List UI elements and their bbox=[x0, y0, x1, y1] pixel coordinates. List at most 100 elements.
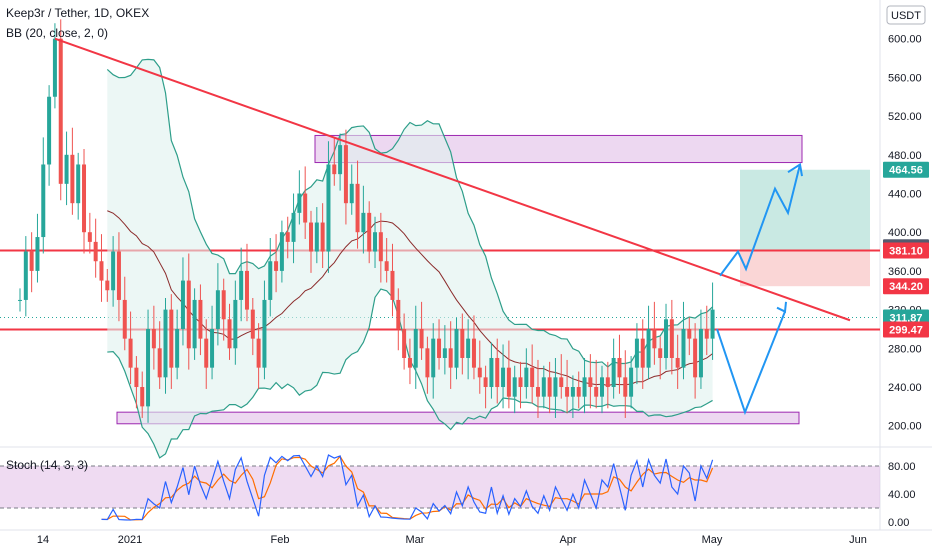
candle-body-13 bbox=[93, 241, 98, 262]
stop-zone bbox=[740, 250, 870, 287]
candle-body-31 bbox=[198, 299, 203, 339]
stoch-k-line bbox=[101, 454, 714, 521]
candle-body-9 bbox=[70, 154, 75, 204]
candle-body-43 bbox=[268, 261, 273, 300]
candle-body-92 bbox=[553, 377, 558, 397]
stoch-band-fill bbox=[0, 466, 880, 508]
stoch-tick-label-1: 40.00 bbox=[888, 489, 916, 501]
candle-body-70 bbox=[425, 348, 430, 378]
price-tick-label-1: 240.00 bbox=[888, 382, 922, 394]
candle-body-116 bbox=[693, 338, 698, 378]
projection-arrowhead-2 bbox=[787, 162, 803, 177]
candle-body-59 bbox=[361, 212, 366, 233]
candle-body-55 bbox=[338, 145, 343, 175]
time-tick-label-2: Feb bbox=[271, 534, 290, 546]
candle-body-53 bbox=[326, 164, 331, 252]
candle-body-83 bbox=[501, 367, 506, 388]
candle-body-97 bbox=[582, 377, 587, 397]
candle-body-94 bbox=[565, 387, 570, 397]
candle-body-84 bbox=[506, 367, 511, 397]
candle-body-49 bbox=[303, 193, 308, 223]
candle-body-45 bbox=[279, 232, 284, 271]
candle-body-47 bbox=[291, 212, 296, 242]
candle-body-48 bbox=[297, 193, 302, 213]
candle-body-80 bbox=[483, 377, 488, 388]
candle-body-26 bbox=[169, 309, 174, 368]
candle-body-62 bbox=[378, 232, 383, 262]
candle-body-109 bbox=[652, 328, 657, 349]
candle-body-86 bbox=[518, 377, 523, 388]
candle-body-85 bbox=[512, 377, 517, 397]
candle-body-32 bbox=[204, 338, 209, 368]
candle-body-34 bbox=[215, 290, 220, 329]
candle-body-103 bbox=[617, 357, 622, 378]
candle-body-29 bbox=[186, 280, 191, 349]
candle-body-91 bbox=[547, 377, 552, 397]
candle-body-95 bbox=[570, 387, 575, 397]
candle-body-22 bbox=[146, 328, 151, 407]
candle-body-18 bbox=[122, 299, 127, 339]
candle-body-11 bbox=[82, 164, 87, 233]
candle-body-12 bbox=[87, 232, 92, 242]
candle-body-118 bbox=[704, 328, 709, 339]
candle-body-1 bbox=[23, 251, 28, 300]
candle-body-66 bbox=[402, 328, 407, 358]
candle-body-115 bbox=[687, 328, 692, 339]
candle-body-54 bbox=[332, 164, 337, 175]
candle-body-30 bbox=[192, 299, 197, 349]
candle-body-14 bbox=[99, 261, 104, 281]
candle-body-63 bbox=[384, 261, 389, 271]
candle-body-40 bbox=[250, 309, 255, 339]
candle-body-57 bbox=[349, 183, 354, 204]
bb-indicator-label: BB (20, close, 2, 0) bbox=[6, 26, 109, 40]
candle-body-65 bbox=[396, 299, 401, 329]
candle-body-3 bbox=[35, 237, 40, 271]
candle-body-100 bbox=[600, 377, 604, 397]
price-tick-label-9: 560.00 bbox=[888, 72, 922, 84]
target-zone bbox=[740, 169, 870, 251]
candle-body-77 bbox=[466, 338, 471, 358]
candle-body-17 bbox=[116, 251, 121, 300]
candle-body-111 bbox=[664, 319, 669, 358]
candle-body-15 bbox=[105, 280, 110, 291]
candle-body-33 bbox=[210, 328, 215, 368]
candle-body-117 bbox=[698, 328, 703, 378]
candle-body-24 bbox=[157, 348, 162, 378]
candle-body-107 bbox=[640, 338, 645, 368]
candle-body-73 bbox=[442, 348, 447, 358]
time-tick-label-5: May bbox=[702, 534, 723, 546]
candle-body-6 bbox=[52, 38, 57, 97]
candle-body-90 bbox=[541, 377, 546, 397]
candle-body-27 bbox=[175, 328, 180, 368]
candle-body-50 bbox=[309, 222, 313, 252]
candle-body-78 bbox=[471, 338, 476, 368]
candle-body-36 bbox=[227, 319, 232, 349]
price-tick-label-8: 520.00 bbox=[888, 111, 922, 123]
time-tick-label-6: Jun bbox=[849, 534, 867, 546]
candle-body-37 bbox=[233, 299, 238, 349]
candle-body-79 bbox=[477, 367, 482, 378]
candle-body-23 bbox=[151, 328, 156, 349]
projection-path-down bbox=[716, 311, 786, 416]
candle-body-2 bbox=[29, 251, 34, 271]
candle-body-99 bbox=[594, 387, 599, 397]
price-tag-0 bbox=[883, 161, 929, 178]
stoch-indicator-label: Stoch (14, 3, 3) bbox=[6, 458, 89, 472]
candle-body-28 bbox=[180, 280, 185, 329]
candle-body-38 bbox=[239, 270, 244, 300]
time-tick-label-4: Apr bbox=[559, 534, 576, 546]
price-tag-label-2: 381.10 bbox=[889, 245, 923, 257]
price-tick-label-2: 280.00 bbox=[888, 343, 922, 355]
candle-body-56 bbox=[343, 145, 348, 204]
candle-body-104 bbox=[623, 377, 628, 397]
candle-body-41 bbox=[256, 338, 261, 368]
candle-body-110 bbox=[658, 348, 663, 358]
candle-body-8 bbox=[64, 154, 69, 184]
candle-body-89 bbox=[535, 387, 540, 397]
projection-path-up bbox=[719, 164, 801, 277]
price-tick-label-0: 200.00 bbox=[888, 421, 922, 433]
candle-body-108 bbox=[646, 328, 651, 368]
candle-body-112 bbox=[669, 319, 674, 358]
candle-body-5 bbox=[47, 96, 52, 165]
descending-trendline bbox=[54, 37, 851, 322]
